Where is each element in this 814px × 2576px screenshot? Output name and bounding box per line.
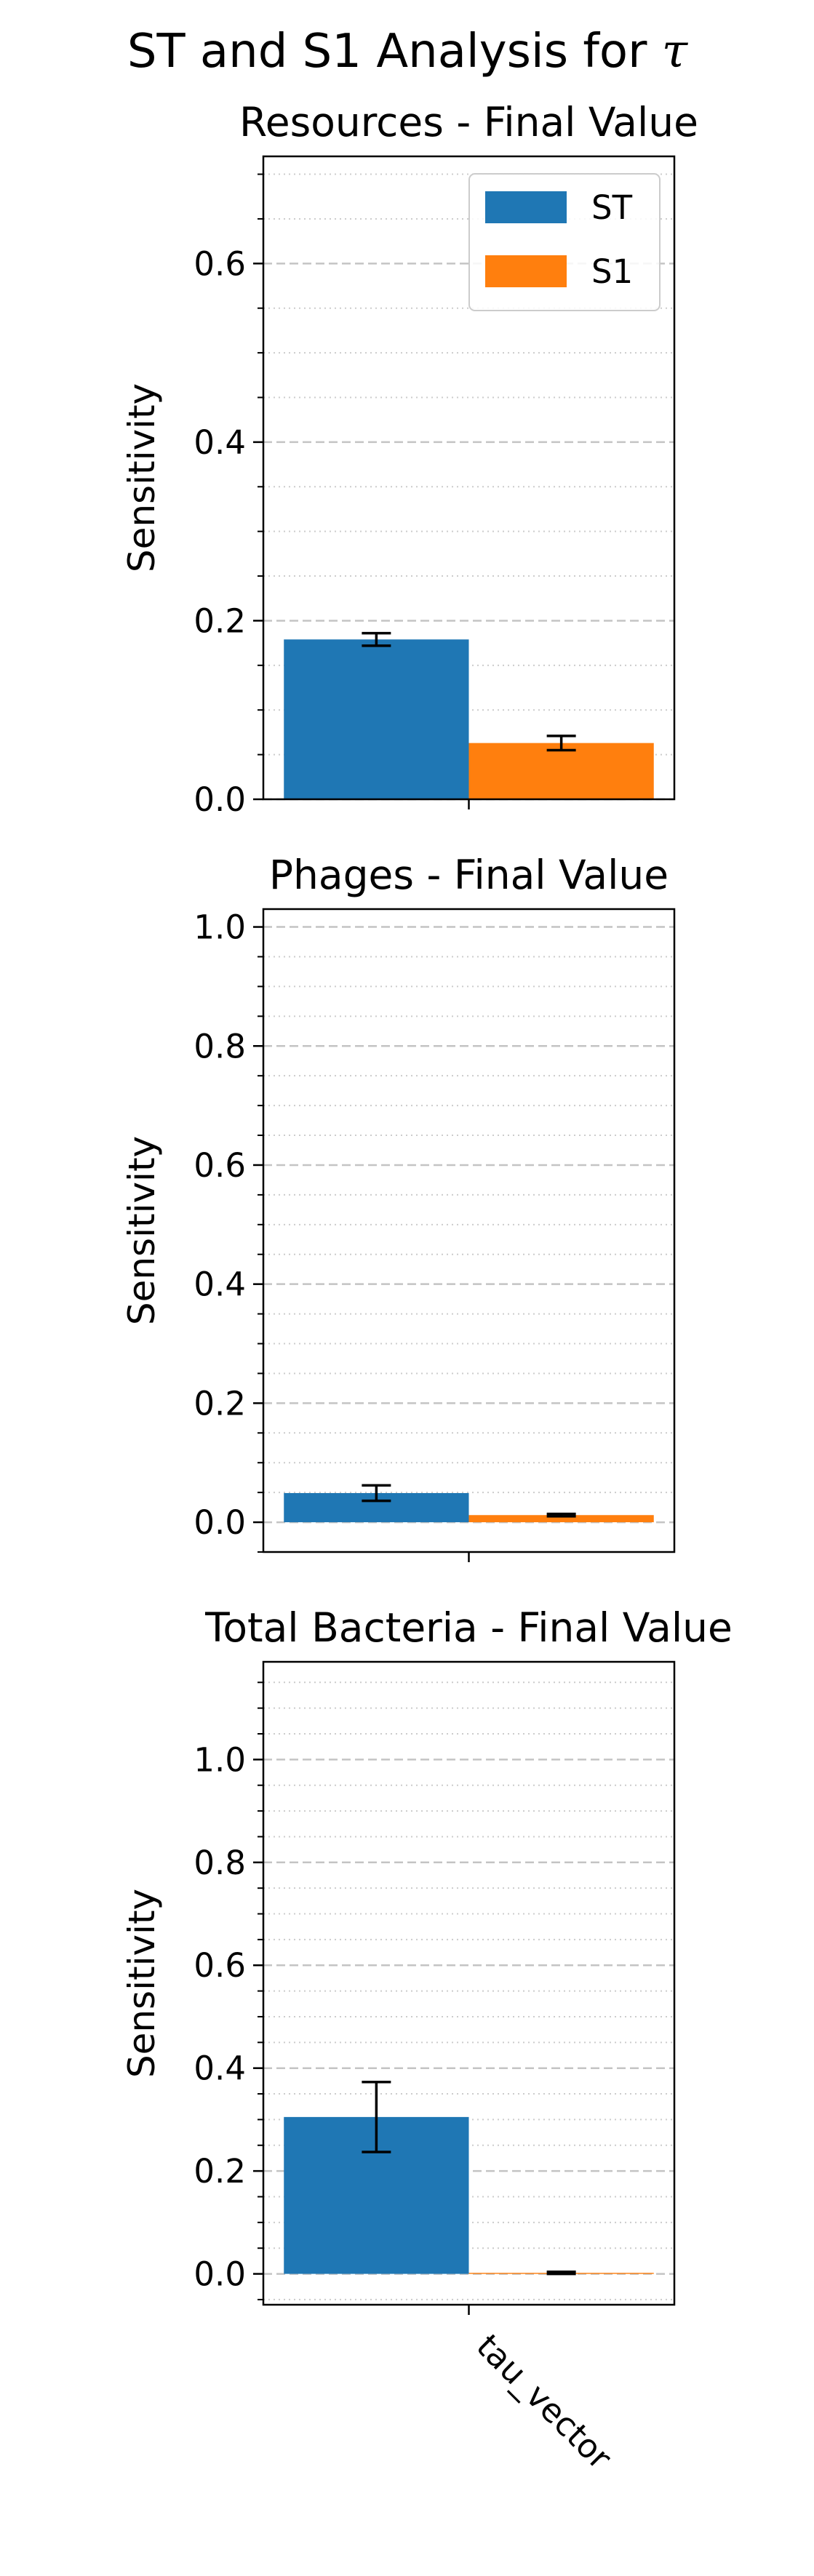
panel-title: Resources - Final Value bbox=[239, 99, 698, 145]
panel-2: 0.0 0.2 0.4 0.6 0.8 1.0 Phages - Final Value Se… bbox=[121, 852, 676, 1562]
y-tick-label: 0.0 bbox=[193, 2255, 246, 2294]
y-tick-label: 0.2 bbox=[193, 601, 246, 640]
panel-1: 0.0 0.2 0.4 0.6 Resources - Final Value Sensi… bbox=[121, 99, 698, 819]
y-tick-label: 0.6 bbox=[193, 244, 246, 283]
legend-label-st: ST bbox=[591, 188, 633, 227]
y-tick-label: 0.4 bbox=[193, 2049, 246, 2088]
tau-symbol: τ bbox=[662, 25, 689, 79]
y-tick-label: 0.8 bbox=[193, 1844, 246, 1882]
suptitle-text: ST and S1 Analysis for bbox=[127, 25, 662, 79]
legend-label-s1: S1 bbox=[591, 252, 633, 291]
bar-s1 bbox=[468, 743, 654, 799]
y-tick-label: 1.0 bbox=[193, 1740, 246, 1779]
bar-s1 bbox=[468, 1515, 654, 1523]
legend-swatch-s1 bbox=[485, 255, 567, 287]
y-tick-label: 0.0 bbox=[193, 780, 246, 819]
y-tick-label: 0.4 bbox=[193, 423, 246, 462]
y-axis-label: Sensitivity bbox=[121, 1136, 163, 1325]
y-tick-label: 0.2 bbox=[193, 2152, 246, 2191]
bar-st bbox=[284, 639, 469, 799]
y-axis-label: Sensitivity bbox=[121, 383, 163, 572]
legend-swatch-st bbox=[485, 191, 567, 223]
y-tick-label: 0.2 bbox=[193, 1384, 246, 1423]
panel-title: Phages - Final Value bbox=[269, 852, 669, 898]
y-axis-label: Sensitivity bbox=[121, 1889, 163, 2078]
y-tick-label: 0.0 bbox=[193, 1503, 246, 1542]
y-tick-label: 0.6 bbox=[193, 1146, 246, 1185]
figure-suptitle: ST and S1 Analysis for τ bbox=[127, 25, 689, 79]
panel-title: Total Bacteria - Final Value bbox=[204, 1604, 733, 1651]
y-tick-label: 0.6 bbox=[193, 1946, 246, 1985]
y-tick-label: 0.4 bbox=[193, 1265, 246, 1304]
y-tick-label: 1.0 bbox=[193, 908, 246, 947]
y-tick-label: 0.8 bbox=[193, 1027, 246, 1065]
legend: ST S1 bbox=[468, 173, 661, 311]
